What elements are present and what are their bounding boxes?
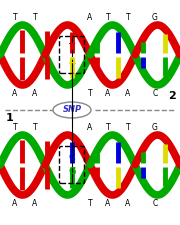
Text: A: A: [125, 198, 131, 207]
Text: A: A: [87, 122, 93, 131]
Text: T: T: [88, 88, 92, 97]
Text: T: T: [126, 13, 130, 22]
Text: A: A: [69, 58, 75, 67]
Text: C: C: [152, 88, 158, 97]
Ellipse shape: [53, 102, 91, 118]
Text: T: T: [106, 122, 110, 131]
Text: T: T: [33, 13, 37, 22]
Text: A: A: [32, 88, 38, 97]
Text: T: T: [13, 122, 17, 131]
Text: T: T: [69, 43, 75, 52]
Text: G: G: [152, 122, 158, 131]
Text: C: C: [69, 153, 75, 162]
Text: G: G: [68, 167, 76, 176]
Text: A: A: [32, 198, 38, 207]
Text: SNP: SNP: [62, 106, 82, 115]
Text: G: G: [152, 13, 158, 22]
Text: 2: 2: [168, 91, 176, 101]
Text: T: T: [33, 122, 37, 131]
Text: T: T: [13, 13, 17, 22]
Text: A: A: [87, 13, 93, 22]
Text: A: A: [12, 88, 18, 97]
Text: T: T: [88, 198, 92, 207]
Text: 1: 1: [6, 113, 14, 123]
Text: A: A: [105, 198, 111, 207]
Text: A: A: [105, 88, 111, 97]
Text: C: C: [152, 198, 158, 207]
Text: T: T: [106, 13, 110, 22]
Text: T: T: [126, 122, 130, 131]
Text: A: A: [125, 88, 131, 97]
Text: A: A: [12, 198, 18, 207]
